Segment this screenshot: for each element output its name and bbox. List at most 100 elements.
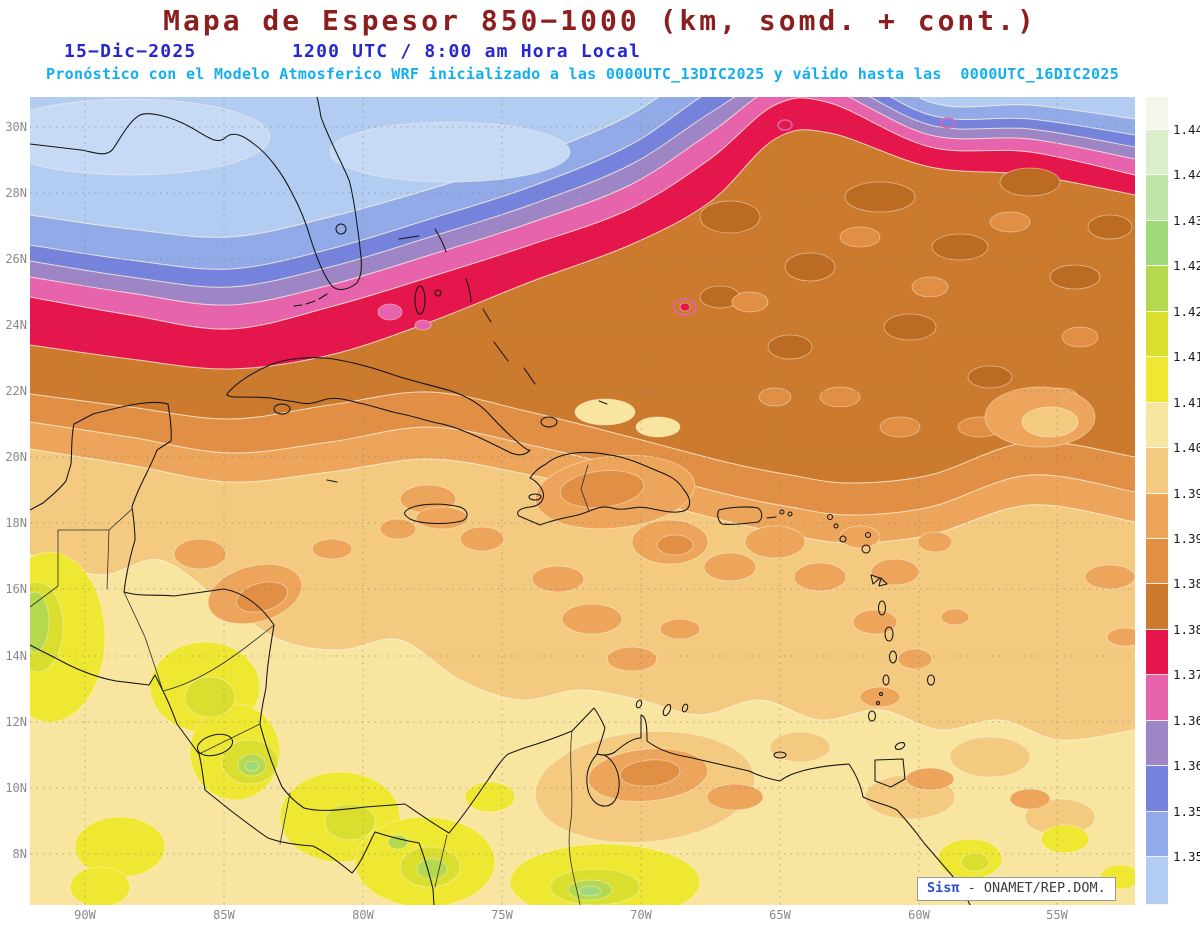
- contour-blob: [784, 252, 836, 282]
- lat-tick-label: 18N: [5, 516, 27, 530]
- contour-blob: [311, 538, 353, 560]
- lat-tick-label: 8N: [12, 847, 27, 861]
- contour-blob: [859, 686, 901, 708]
- contour-blob: [1009, 788, 1051, 810]
- contour-line: [30, 129, 1135, 370]
- lake-nicaragua: [196, 733, 234, 757]
- coast-caribbean-ca-sa: [123, 403, 971, 905]
- lake-okeechobee: [335, 223, 347, 235]
- lon-tick-label: 60W: [908, 908, 930, 922]
- coast-puerto-rico: [717, 506, 763, 525]
- colorbar-tick-label: 1.398: [1173, 485, 1200, 501]
- contour-blob: [883, 313, 937, 341]
- colorbar-segment: [1146, 311, 1168, 358]
- gonave-island: [528, 493, 542, 501]
- colorbar-tick-label: 1.392: [1173, 530, 1200, 546]
- contour-blob: [1106, 627, 1135, 647]
- contour-blob: [30, 98, 271, 176]
- colorbar-segment: [1146, 766, 1168, 812]
- watermark-brand: Sisπ: [927, 880, 960, 896]
- trinidad: [874, 758, 906, 788]
- colorbar: [1146, 97, 1168, 905]
- lat-tick-label: 12N: [5, 715, 27, 729]
- contour-blob: [416, 858, 448, 880]
- lat-tick-label: 28N: [5, 186, 27, 200]
- colorbar-segment: [1146, 175, 1168, 221]
- colorbar-segment: [1146, 720, 1168, 767]
- colorbar-segment: [1146, 629, 1168, 676]
- contour-blob: [236, 581, 288, 613]
- contour-blob: [744, 525, 806, 559]
- contour-line: [30, 97, 1135, 270]
- colorbar-segment: [1146, 811, 1168, 857]
- contour-blob: [999, 167, 1061, 197]
- contour-line: [30, 97, 1135, 330]
- contour-blob: [911, 276, 949, 298]
- contour-band: [30, 97, 1135, 238]
- contour-blob: [574, 398, 636, 426]
- contour-blob: [379, 518, 417, 540]
- grid-lines: [30, 97, 1135, 905]
- lon-tick-label: 80W: [352, 908, 374, 922]
- contour-blob: [989, 211, 1031, 233]
- contour-blob: [703, 552, 757, 582]
- colorbar-tick-label: 1.368: [1173, 712, 1200, 728]
- contour-blob: [731, 291, 769, 313]
- colorbar-tick-label: 1.374: [1173, 667, 1200, 683]
- colorbar-segment: [1146, 448, 1168, 494]
- colorbar-segment: [1146, 584, 1168, 630]
- contour-blob: [414, 319, 432, 331]
- coast-gulf-florida: [30, 97, 362, 291]
- contour-line: [30, 97, 1135, 306]
- watermark-text: - ONAMET/REP.DOM.: [959, 880, 1106, 896]
- contour-line: [30, 97, 1135, 288]
- colorbar-tick-label: 1.416: [1173, 349, 1200, 365]
- colorbar-tick-label: 1.422: [1173, 303, 1200, 319]
- contour-blob: [244, 760, 260, 772]
- lat-tick-label: 14N: [5, 649, 27, 663]
- contour-blob: [1040, 824, 1090, 854]
- contour-blob: [173, 538, 227, 570]
- colorbar-tick-label: 1.362: [1173, 758, 1200, 774]
- contour-blob: [917, 531, 953, 553]
- contour-blob: [659, 618, 701, 640]
- colorbar-tick-label: 1.434: [1173, 212, 1200, 228]
- lon-tick-label: 55W: [1046, 908, 1068, 922]
- contour-blob: [949, 736, 1031, 778]
- contour-ring: [777, 119, 793, 131]
- lon-tick-label: 70W: [630, 908, 652, 922]
- lat-tick-label: 10N: [5, 781, 27, 795]
- colorbar-tick-label: 1.446: [1173, 122, 1200, 137]
- contour-blob: [870, 558, 920, 586]
- lat-tick-label: 20N: [5, 450, 27, 464]
- contour-blob: [699, 200, 761, 234]
- contour-blob: [897, 648, 933, 670]
- forecast-label: Pronóstico con el Modelo Atmosferico WRF…: [46, 65, 1120, 83]
- coast-yucatan-west: [30, 401, 169, 511]
- contour-blob: [1049, 264, 1101, 290]
- margarita: [773, 751, 787, 759]
- lat-tick-label: 30N: [5, 120, 27, 134]
- contour-blob: [905, 767, 955, 791]
- contour-blob: [415, 506, 469, 530]
- contour-blob: [387, 834, 409, 850]
- contour-line: [30, 97, 1135, 238]
- contour-blob: [706, 783, 764, 811]
- contour-ring: [673, 298, 697, 316]
- contour-blob: [74, 816, 166, 878]
- colorbar-tick-label: 1.404: [1173, 440, 1200, 456]
- thickness-contour-map: [30, 97, 1135, 905]
- contour-blob: [940, 608, 970, 626]
- contour-blob: [852, 609, 898, 635]
- contour-blob: [531, 565, 585, 593]
- contour-blob: [767, 334, 813, 360]
- colorbar-segment: [1146, 675, 1168, 721]
- contour-blob: [679, 302, 691, 312]
- contour-blob: [879, 416, 921, 438]
- colorbar-segment: [1146, 220, 1168, 267]
- coast-jamaica: [404, 503, 468, 524]
- map-canvas: [30, 97, 1135, 905]
- contour-blob: [459, 526, 505, 552]
- contour-blob: [464, 781, 516, 813]
